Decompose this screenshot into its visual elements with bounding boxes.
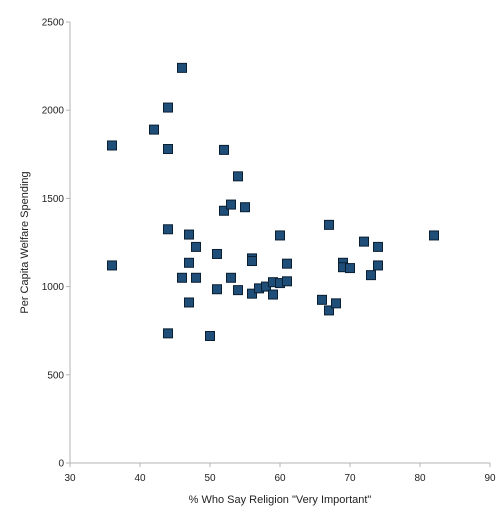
data-point	[184, 257, 194, 268]
data-point	[317, 294, 327, 305]
data-point	[163, 102, 173, 113]
data-point	[247, 256, 257, 267]
x-tick-label: 30	[64, 473, 76, 484]
data-point	[373, 260, 383, 271]
x-tick-label: 50	[204, 473, 216, 484]
y-tick-label: 1000	[42, 282, 65, 293]
x-tick-label: 60	[274, 473, 286, 484]
x-tick-label: 90	[484, 473, 496, 484]
data-point	[373, 241, 383, 252]
data-point	[191, 241, 201, 252]
data-point	[240, 202, 250, 213]
y-axis-ticks: 0 500 1000 1500 2000 2500	[42, 18, 70, 470]
data-point	[275, 230, 285, 241]
data-point	[233, 285, 243, 296]
data-point	[177, 62, 187, 73]
data-point	[366, 270, 376, 281]
y-tick-label: 0	[58, 459, 64, 470]
data-point	[233, 171, 243, 182]
data-point	[359, 236, 369, 247]
y-axis-title: Per Capita Welfare Spending	[19, 171, 31, 313]
data-point	[163, 328, 173, 339]
y-tick-label: 2000	[42, 106, 65, 117]
data-point	[324, 219, 334, 230]
data-point	[205, 330, 215, 341]
data-point	[184, 229, 194, 240]
data-point	[163, 224, 173, 235]
x-axis-ticks: 30 40 50 60 70 80 90	[64, 463, 496, 484]
data-point	[107, 260, 117, 271]
x-axis-title: % Who Say Religion "Very Important"	[189, 494, 372, 506]
data-point	[226, 199, 236, 210]
data-point	[149, 124, 159, 135]
x-tick-label: 80	[414, 473, 426, 484]
data-points	[107, 62, 439, 341]
data-point	[107, 140, 117, 151]
data-point	[247, 288, 257, 299]
data-point	[345, 263, 355, 274]
data-point	[191, 272, 201, 283]
x-tick-label: 40	[134, 473, 146, 484]
data-point	[184, 297, 194, 308]
data-point	[226, 272, 236, 283]
data-point	[219, 205, 229, 216]
data-point	[163, 144, 173, 155]
y-tick-label: 2500	[42, 18, 65, 29]
data-point	[268, 289, 278, 300]
data-point	[282, 258, 292, 269]
data-point	[282, 276, 292, 287]
x-tick-label: 70	[344, 473, 356, 484]
data-point	[219, 144, 229, 155]
data-point	[212, 248, 222, 259]
y-tick-label: 1500	[42, 194, 65, 205]
y-tick-label: 500	[47, 370, 64, 381]
data-point	[324, 305, 334, 316]
data-point	[177, 272, 187, 283]
data-point	[429, 230, 439, 241]
data-point	[212, 284, 222, 295]
data-point	[331, 298, 341, 309]
